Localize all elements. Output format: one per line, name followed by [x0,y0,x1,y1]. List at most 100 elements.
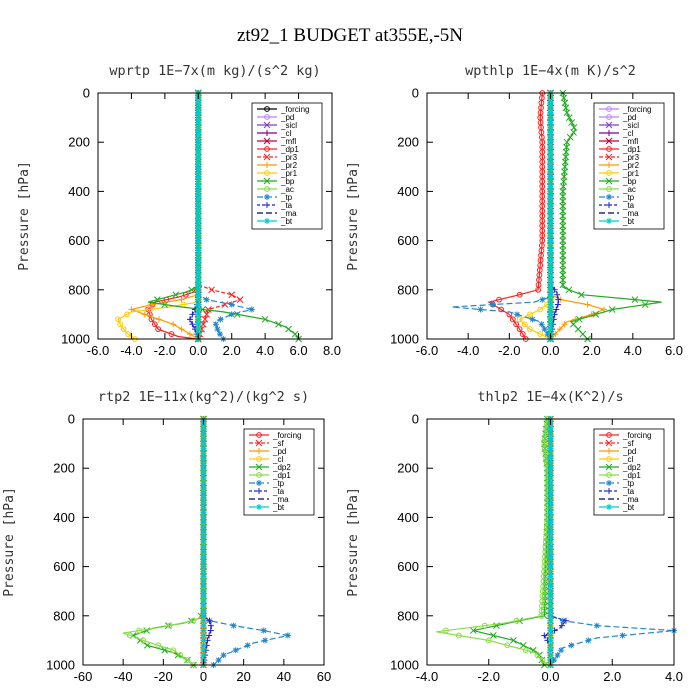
legend-marker [256,432,262,438]
data-point [195,208,202,215]
legend-box [593,102,665,230]
series-line-bp [562,92,662,340]
data-point [547,168,554,175]
data-point [490,632,497,639]
legend: _forcing_sf_pd_cl_dp2_dp1_tp_ta_ma_bt [243,428,315,516]
series-markers-bp [559,89,649,343]
legend-label: _pr3 [280,153,298,162]
legend-marker [256,448,262,454]
data-point [200,612,207,619]
data-point [504,642,511,649]
data-point [547,652,554,659]
data-point [568,119,576,126]
legend-label: _pr2 [622,161,640,170]
legend-marker [255,439,263,447]
data-point [455,632,462,639]
data-point [547,217,554,224]
data-point [155,642,162,649]
data-point [200,470,207,477]
data-point [195,276,202,283]
data-point [547,445,554,452]
y-tick-label: 400 [68,184,90,199]
data-point [217,331,224,338]
x-tick-label: -6.0 [416,343,438,358]
data-point [195,168,202,175]
data-point [559,242,567,249]
legend-marker [606,106,612,112]
data-point [151,321,158,328]
legend-label: _pr1 [280,169,298,178]
data-point [195,109,202,116]
data-point [547,208,554,215]
x-tick-label: -4.0 [457,343,479,358]
y-tick-label: 600 [397,559,419,574]
legend-marker [605,137,613,145]
legend-label: _dp1 [280,145,299,154]
x-tick-label: -60 [74,669,93,684]
data-point [200,509,207,516]
data-point [195,193,202,200]
legend-marker [264,170,270,176]
data-point [559,212,567,220]
data-point [199,320,207,328]
x-tick-label: 20 [236,669,250,684]
data-point [547,435,554,442]
data-point [547,124,554,131]
data-point [547,104,554,111]
data-point [522,647,529,654]
data-point [207,627,214,634]
legend-marker [606,170,612,176]
y-tick-label: 1000 [61,332,90,347]
legend-marker [256,488,262,494]
data-point [547,114,554,121]
legend-label: _cl [280,129,291,138]
data-point [547,563,554,570]
data-point [200,465,207,472]
data-point [200,499,207,506]
data-point [641,301,649,308]
data-point [200,494,207,501]
data-point [584,301,591,308]
data-point [559,252,567,259]
data-point [189,311,196,318]
data-point [547,588,554,595]
x-tick-label: 40 [277,669,291,684]
data-point [200,617,207,624]
data-point [585,637,592,644]
data-point [186,316,193,323]
data-point [547,647,554,654]
data-point [547,252,554,259]
x-tick-label: -6.0 [87,343,109,358]
data-point [547,489,554,496]
data-point [521,321,528,328]
data-point [547,276,554,283]
data-point [547,222,554,229]
x-tick-label: 0.0 [189,343,207,358]
x-tick-label: 4.0 [624,343,642,358]
data-point [547,173,554,180]
y-axis-label: Pressure [hPa] [346,487,361,597]
data-point [547,237,554,244]
data-point [200,607,207,614]
data-point [195,203,202,210]
data-point [547,524,554,531]
data-point [559,261,567,269]
data-point [200,475,207,482]
legend-marker [263,137,271,145]
data-point [547,479,554,486]
data-point [535,286,542,293]
data-point [547,460,554,467]
data-point [570,129,577,136]
legend-label: _dp1 [622,145,641,154]
legend-marker [606,146,612,152]
legend-label: _tp [280,193,293,202]
data-point [195,158,202,165]
data-point [195,163,202,170]
data-point [547,558,554,565]
series-line-pr2 [549,93,606,340]
legend-marker [606,114,612,120]
data-point [200,450,207,457]
plot-frame [97,92,333,340]
x-tick-label: -2.0 [498,343,520,358]
